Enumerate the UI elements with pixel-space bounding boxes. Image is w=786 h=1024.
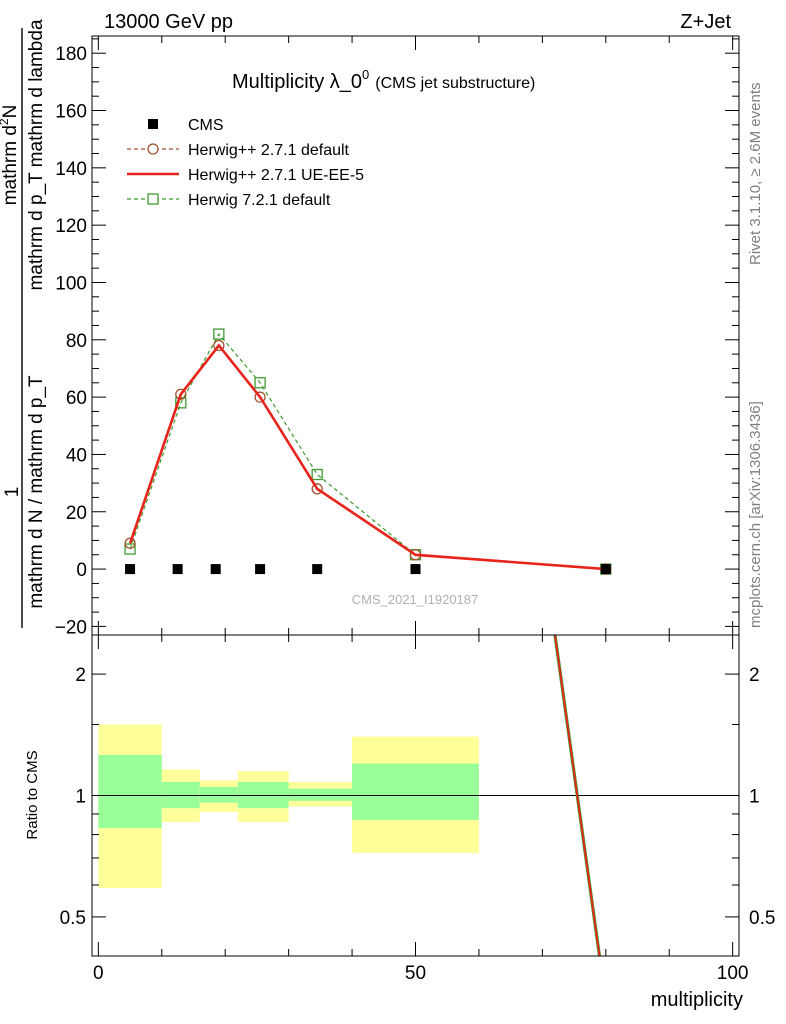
series-herwig-2-7-1-default [124,339,612,575]
main-ytick-label: 180 [55,44,87,65]
herwig7-point [213,328,225,340]
legend-label: Herwig++ 2.7.1 UE-EE-5 [188,167,364,184]
series-herwig-2-7-1-ue-ee-5 [128,343,606,571]
herwig-default-point [311,483,323,495]
series-line-herwig-2-7-1-default [129,344,606,570]
header-right: Z+Jet [680,11,731,33]
main-ytick-label: 0 [76,560,87,581]
legend-marker [147,193,159,205]
herwig-default-point [254,391,266,403]
main-series-layer [124,328,612,575]
header-left: 13000 GeV pp [104,11,233,33]
ratio-ytick-label: 2 [75,665,86,686]
main-ytick-label: 160 [55,102,87,123]
legend: CMS Herwig++ 2.7.1 default Herwig++ 2.7.1 … [127,117,364,209]
ratio-ytick-label: 1 [75,787,86,808]
legend-marker [148,119,158,129]
cms-point [172,564,183,575]
ratio-band-green [288,788,353,801]
ratio-band-green [352,763,479,820]
main-ytick-label: 100 [55,273,87,294]
y-label-denominator: mathrm d p_T mathrm d lambda [26,19,47,290]
cms-point [410,564,421,575]
main-ytick-label: 60 [66,388,87,409]
ratio-band-green [98,755,162,829]
series-cms [125,564,611,575]
legend-label: CMS [188,117,224,134]
herwig-default-point [124,537,136,549]
y-label-numerator-n: N [0,105,21,119]
main-ytick-label: 80 [66,331,87,352]
herwig-default-point [213,339,225,352]
ratio-y-label: Ratio to CMS [24,750,41,839]
cms-point [125,564,136,575]
ratio-series-layer [553,635,602,956]
main-ytick-label: 20 [66,503,87,524]
ratio-plot: 0.5 0.5 1 1 2 2 0 50 100 Ratio to CMS multiplic… [24,36,775,1011]
ratio-ytick-label-right: 2 [749,665,760,686]
ratio-band-green [199,786,238,803]
herwig7-point [311,468,323,481]
legend-entry-cms: CMS [148,117,224,134]
cms-point [210,564,221,575]
cms-point [312,564,323,575]
chart-title-main: Multiplicity λ_0 [232,71,362,93]
y-label-numerator: mathrm d2N [0,105,21,206]
main-y-label: 1 mathrm d2N mathrm d p_T mathrm d lambd… [0,19,47,628]
cms-point [600,564,611,575]
ratio-bands [98,724,479,888]
xtick-label: 0 [93,963,104,984]
herwig7-point [254,377,266,389]
main-plot: −20 0 20 40 60 80 100 120 140 160 180 CMS_2021_I19… [55,35,740,638]
main-ytick-label: 40 [66,445,87,466]
x-axis: 0 50 100 [93,36,749,984]
chart-subtitle: (CMS jet substructure) [375,75,535,92]
herwig-default-point [175,388,187,400]
cms-point [255,564,266,575]
ratio-ytick-label: 0.5 [60,908,86,929]
ratio-y-axis: 0.5 0.5 1 1 2 2 [60,634,775,957]
chart-title: Multiplicity λ_00 (CMS jet substructure) [232,67,535,93]
ratio-ytick-label-right: 1 [749,787,760,808]
legend-entry-herwig-2-7-1-default: Herwig++ 2.7.1 default [127,142,350,159]
ratio-ytick-label-right: 0.5 [749,908,775,929]
watermark: CMS_2021_I1920187 [352,592,479,607]
ratio-line-herwig-2-7-1-ue-ee-5 [554,635,601,956]
legend-label: Herwig 7.2.1 default [188,192,331,209]
chart-title-sup: 0 [362,67,369,82]
y-label-numerator-d: mathrm d [0,125,21,205]
main-ytick-label: 140 [55,159,87,180]
x-axis-label: multiplicity [651,989,743,1011]
main-ytick-label: 120 [55,216,87,237]
y-label-prefix-denominator: mathrm d N / mathrm d p_T [26,375,47,609]
series-line-herwig-2-7-1-ue-ee-5 [128,343,606,571]
main-ytick-label: −20 [55,617,87,638]
xtick-label: 50 [405,963,426,984]
legend-entry-herwig-7-2-1-default: Herwig 7.2.1 default [127,192,331,209]
series-herwig-7-2-1-default [124,328,612,575]
legend-marker [147,143,159,155]
y-label-numerator-power: 2 [0,118,11,125]
rivet-label: Rivet 3.1.10, ≥ 2.6M events [747,83,764,266]
y-label-one: 1 [2,487,23,498]
legend-label: Herwig++ 2.7.1 default [188,142,350,159]
xtick-label: 100 [717,963,749,984]
legend-entry-herwig-2-7-1-ue-ee-5: Herwig++ 2.7.1 UE-EE-5 [127,167,364,184]
mcplots-label: mcplots.cern.ch [arXiv:1306.3436] [747,401,764,628]
main-y-axis: −20 0 20 40 60 80 100 120 140 160 180 [55,38,739,638]
herwig7-point [124,543,136,555]
